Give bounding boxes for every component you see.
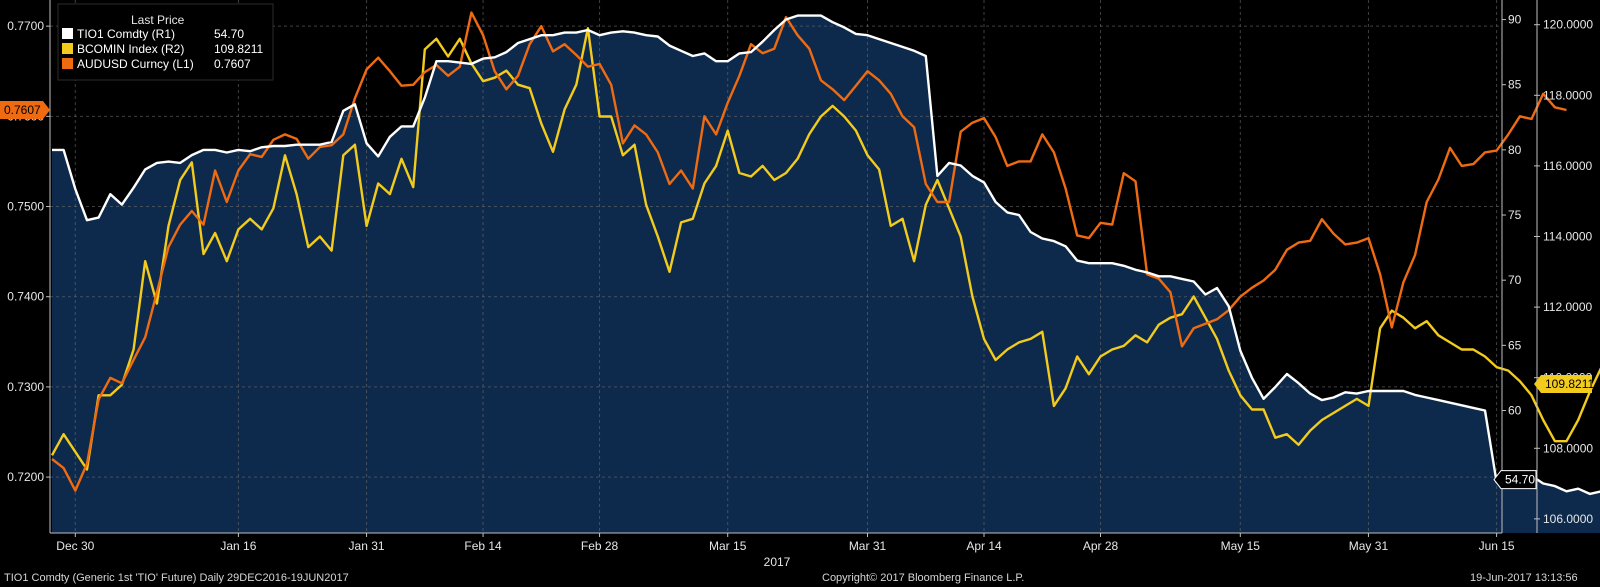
footer-security-info: TIO1 Comdty (Generic 1st 'TIO' Future) D… xyxy=(4,572,349,584)
legend-entry-name: BCOMIN Index (R2) xyxy=(77,42,184,56)
r2-axis-tick-label: 114.0000 xyxy=(1543,229,1592,243)
r1-axis-tick-label: 80 xyxy=(1508,143,1522,157)
left-axis-tick-label: 0.7300 xyxy=(7,380,44,394)
legend-entry-value: 109.8211 xyxy=(214,42,263,56)
price-chart: 0.77000.76000.75000.74000.73000.72009085… xyxy=(0,0,1600,569)
r2-axis-tick-label: 120.0000 xyxy=(1543,18,1593,32)
bcomin-last-flag-shape xyxy=(1534,375,1592,394)
r2-axis-tick-label: 112.0000 xyxy=(1543,300,1592,314)
x-axis-tick-label: Feb 14 xyxy=(464,539,502,553)
x-axis-tick-label: Jan 31 xyxy=(349,539,385,553)
tio1-area-fill xyxy=(52,15,1600,533)
grid-layer xyxy=(50,0,1502,533)
legend-entry-value: 54.70 xyxy=(214,27,244,41)
r2-axis-tick-label: 116.0000 xyxy=(1543,159,1592,173)
x-axis-tick-label: Jun 15 xyxy=(1479,539,1515,553)
audusd-last-flag-text: 0.7607 xyxy=(4,103,41,117)
legend-swatch xyxy=(62,28,73,39)
x-axis-tick-label: May 31 xyxy=(1349,539,1389,553)
r1-axis-tick-label: 60 xyxy=(1508,404,1522,418)
footer-copyright: Copyright© 2017 Bloomberg Finance L.P. xyxy=(822,572,1025,584)
r2-axis-tick-label: 118.0000 xyxy=(1543,88,1592,102)
legend-box xyxy=(57,3,274,81)
tio1-series-line xyxy=(52,14,1600,496)
tio1-last-flag-shape xyxy=(1493,470,1537,490)
left-axis-tick-label: 0.7700 xyxy=(7,19,44,33)
footer-bar: TIO1 Comdty (Generic 1st 'TIO' Future) D… xyxy=(0,569,1600,587)
tio1-last-flag-text: 54.70 xyxy=(1505,473,1535,487)
legend-entry-name: AUDUSD Curncy (L1) xyxy=(77,57,194,71)
legend-title: Last Price xyxy=(131,13,185,27)
bcomin-last-flag-text: 109.8211 xyxy=(1545,377,1594,391)
x-axis-tick-label: Mar 15 xyxy=(709,539,747,553)
r2-axis-tick-label: 106.0000 xyxy=(1543,512,1593,526)
axis-layer: 0.77000.76000.75000.74000.73000.72009085… xyxy=(0,0,1594,569)
audusd-series-line xyxy=(51,11,1567,492)
tio1-area-layer xyxy=(52,15,1600,533)
bcomin-series-line xyxy=(50,27,1600,471)
x-axis-tick-label: Jan 16 xyxy=(220,539,256,553)
x-axis-year-label: 2017 xyxy=(764,555,791,569)
legend-entry-value: 0.7607 xyxy=(214,57,251,71)
legend-swatch xyxy=(62,58,73,69)
audusd-last-flag-shape xyxy=(0,101,50,120)
r1-axis-tick-label: 70 xyxy=(1508,273,1522,287)
bcomin-last-flag: 109.8211 xyxy=(1534,375,1594,394)
r1-axis-tick-label: 75 xyxy=(1508,208,1522,222)
left-axis-tick-label: 0.7200 xyxy=(7,470,44,484)
series-line-layer xyxy=(50,11,1600,496)
x-axis-tick-label: Feb 28 xyxy=(581,539,619,553)
r2-axis-tick-label: 108.0000 xyxy=(1543,441,1593,455)
legend: Last Price TIO1 Comdty (R1) 54.70 BCOMIN I… xyxy=(57,3,274,81)
tio1-last-flag: 54.70 xyxy=(1493,470,1537,490)
audusd-last-flag: 0.7607 xyxy=(0,101,50,120)
x-axis-tick-label: Dec 30 xyxy=(56,539,94,553)
left-axis-tick-label: 0.7400 xyxy=(7,290,44,304)
left-axis-tick-label: 0.7500 xyxy=(7,200,44,214)
r1-axis-tick-label: 85 xyxy=(1508,78,1522,92)
x-axis-tick-label: Apr 28 xyxy=(1083,539,1119,553)
x-axis-tick-label: Mar 31 xyxy=(849,539,887,553)
r1-axis-tick-label: 90 xyxy=(1508,13,1522,27)
x-axis-tick-label: May 15 xyxy=(1221,539,1261,553)
x-axis-tick-label: Apr 14 xyxy=(966,539,1002,553)
legend-entry-name: TIO1 Comdty (R1) xyxy=(77,27,175,41)
r1-axis-tick-label: 65 xyxy=(1508,338,1522,352)
footer-timestamp: 19-Jun-2017 13:13:56 xyxy=(1470,572,1578,584)
legend-swatch xyxy=(62,43,73,54)
